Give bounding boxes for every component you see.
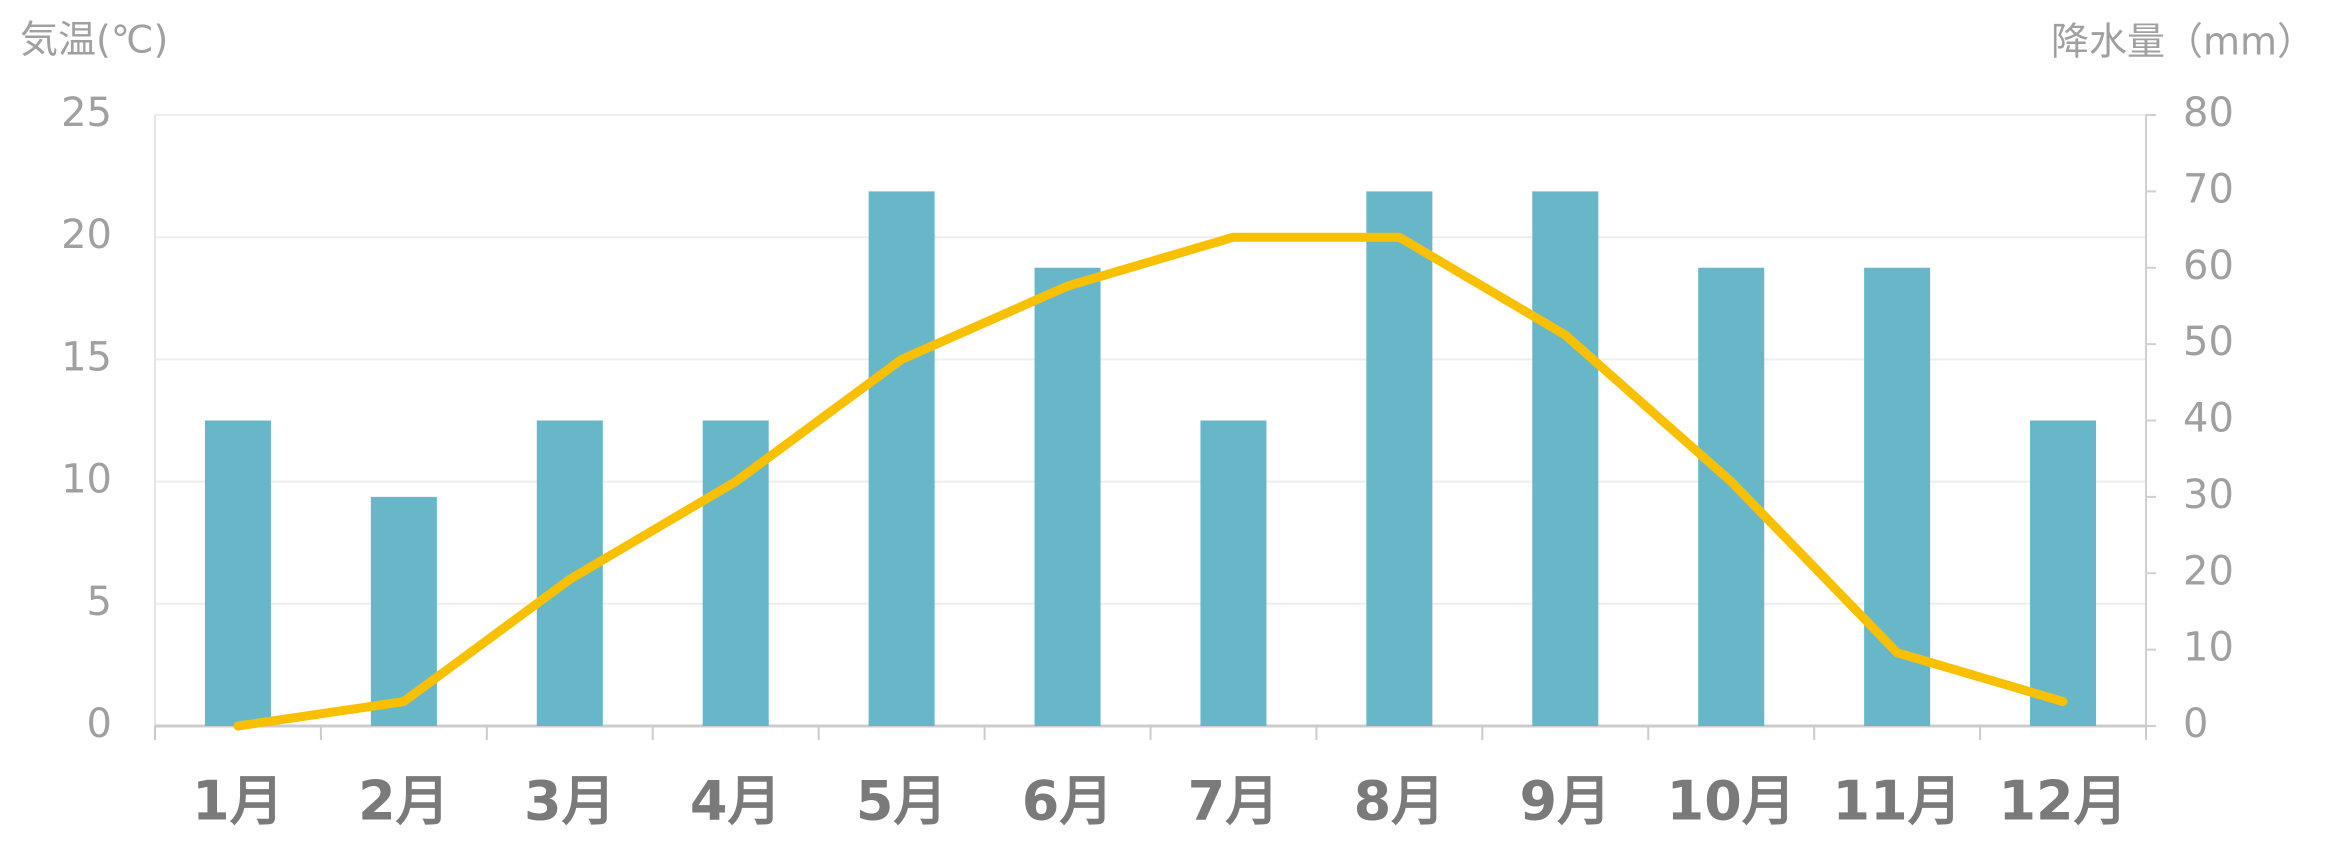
y-tick-label: 10 — [61, 457, 112, 503]
y2-tick-label: 40 — [2183, 396, 2234, 442]
bar — [1698, 267, 1765, 726]
y2-tick-label: 0 — [2183, 701, 2208, 747]
bar — [1034, 267, 1101, 726]
line — [233, 232, 2068, 731]
x-tick-label: 10月 — [1667, 770, 1796, 833]
y-tick-label: 0 — [87, 701, 112, 747]
x-tick-label: 6月 — [1022, 770, 1114, 833]
x-tick-label: 5月 — [856, 770, 948, 833]
x-tick-label: 8月 — [1354, 770, 1446, 833]
y2-tick-label: 60 — [2183, 243, 2234, 289]
bar — [868, 191, 935, 726]
bar — [1366, 191, 1433, 726]
x-tick-label: 12月 — [1998, 770, 2127, 833]
y-tick-label: 25 — [61, 90, 112, 136]
bar — [1532, 191, 1599, 726]
y-tick-label: 5 — [87, 579, 112, 625]
y2-tick-label: 70 — [2183, 166, 2234, 212]
y2-tick-label: 30 — [2183, 472, 2234, 518]
bar — [536, 420, 603, 726]
x-tick-label: 1月 — [192, 770, 284, 833]
y2-tick-label: 80 — [2183, 90, 2234, 136]
x-tick-label: 2月 — [358, 770, 450, 833]
y-axis-label: 気温(℃) — [20, 18, 168, 62]
x-tick-label: 3月 — [524, 770, 616, 833]
bar — [702, 420, 769, 726]
x-tick-label: 4月 — [690, 770, 782, 833]
bar — [370, 496, 437, 726]
bar — [204, 420, 271, 726]
x-tick-label: 7月 — [1188, 770, 1280, 833]
y2-tick-label: 50 — [2183, 319, 2234, 365]
x-tick-label: 11月 — [1833, 770, 1962, 833]
y2-tick-label: 20 — [2183, 548, 2234, 594]
y-tick-label: 20 — [61, 212, 112, 258]
y-tick-label: 15 — [61, 334, 112, 380]
y2-axis-label: 降水量（mm） — [2051, 20, 2315, 64]
y2-tick-label: 10 — [2183, 625, 2234, 671]
bar — [1200, 420, 1267, 726]
x-tick-label: 9月 — [1520, 770, 1612, 833]
bar — [2030, 420, 2097, 726]
